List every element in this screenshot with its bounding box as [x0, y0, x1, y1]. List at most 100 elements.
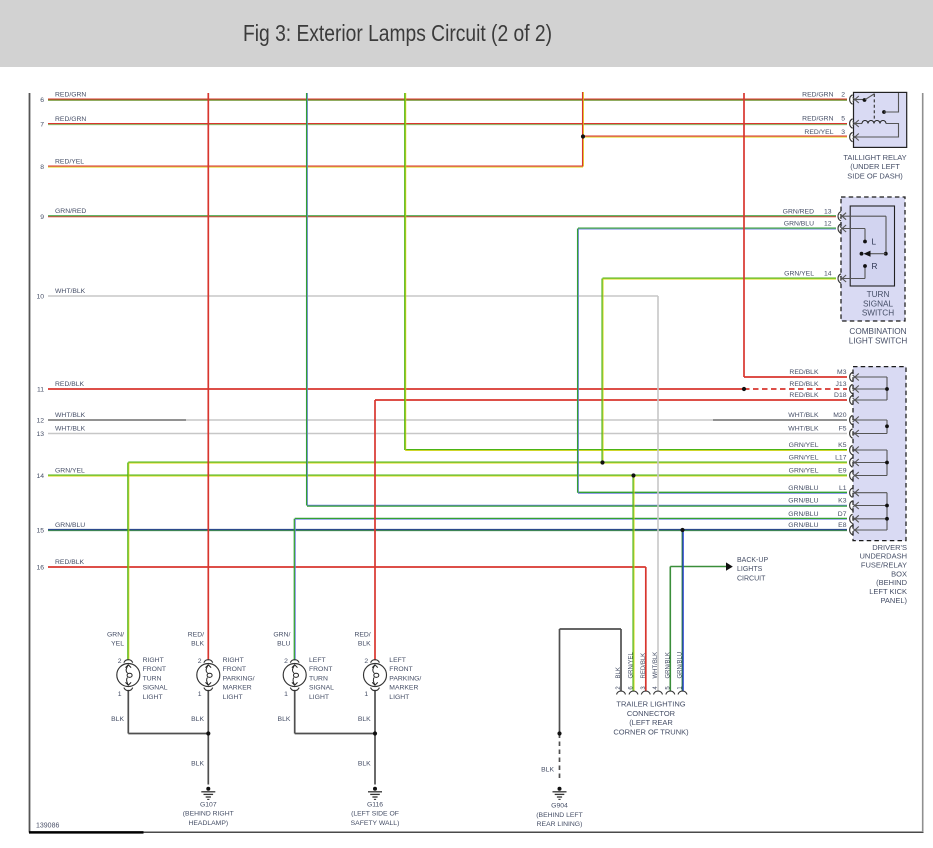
- svg-text:GRN/RED: GRN/RED: [55, 208, 86, 215]
- svg-text:14: 14: [824, 271, 832, 278]
- svg-text:E9: E9: [838, 468, 847, 475]
- svg-text:4: 4: [653, 686, 659, 690]
- svg-text:GRN/BLU: GRN/BLU: [784, 221, 814, 228]
- svg-text:GRN/BLU: GRN/BLU: [788, 485, 818, 492]
- svg-text:8: 8: [40, 164, 44, 171]
- svg-text:GRN/YEL: GRN/YEL: [789, 468, 819, 475]
- svg-text:D7: D7: [838, 511, 847, 518]
- svg-text:5: 5: [666, 686, 672, 690]
- svg-text:10: 10: [36, 294, 44, 301]
- svg-text:RED/BLK: RED/BLK: [55, 559, 85, 566]
- svg-text:(BEHIND RIGHT: (BEHIND RIGHT: [183, 811, 234, 818]
- svg-text:GRN/: GRN/: [273, 631, 290, 638]
- svg-text:RED/BLK: RED/BLK: [55, 381, 85, 388]
- svg-text:1: 1: [284, 691, 288, 698]
- svg-text:PARKING/: PARKING/: [389, 675, 421, 682]
- svg-text:3: 3: [841, 129, 845, 136]
- svg-text:M20: M20: [833, 412, 846, 419]
- svg-text:F5: F5: [839, 426, 847, 433]
- svg-text:1: 1: [118, 691, 122, 698]
- svg-text:RED/YEL: RED/YEL: [804, 129, 833, 136]
- svg-text:RED/BLK: RED/BLK: [789, 381, 819, 388]
- svg-text:RED/BLK: RED/BLK: [789, 392, 819, 399]
- svg-text:CONNECTOR: CONNECTOR: [627, 709, 676, 718]
- svg-text:BLU: BLU: [277, 641, 290, 648]
- svg-text:GRN/YEL: GRN/YEL: [789, 442, 819, 449]
- svg-text:16: 16: [36, 565, 44, 572]
- svg-text:BOX: BOX: [891, 569, 907, 578]
- svg-text:FRONT: FRONT: [223, 666, 246, 673]
- svg-text:G116: G116: [367, 801, 383, 808]
- svg-text:GRN/RED: GRN/RED: [783, 208, 814, 215]
- svg-text:CIRCUIT: CIRCUIT: [737, 575, 766, 582]
- svg-text:REAR LINING): REAR LINING): [537, 821, 583, 828]
- svg-text:HEADLAMP): HEADLAMP): [188, 820, 228, 827]
- svg-text:2: 2: [841, 92, 845, 99]
- svg-text:(UNDER LEFT: (UNDER LEFT: [850, 162, 900, 171]
- svg-text:WHT/BLK: WHT/BLK: [653, 652, 659, 679]
- svg-text:D18: D18: [834, 392, 847, 399]
- svg-text:YEL: YEL: [111, 641, 124, 648]
- svg-text:(LEFT SIDE OF: (LEFT SIDE OF: [351, 811, 399, 818]
- svg-text:RIGHT: RIGHT: [223, 657, 244, 664]
- svg-text:MARKER: MARKER: [389, 685, 418, 692]
- svg-text:BLK: BLK: [191, 760, 204, 767]
- svg-text:2: 2: [616, 686, 622, 690]
- svg-text:BLK: BLK: [191, 716, 204, 723]
- svg-text:RED/BLK: RED/BLK: [789, 369, 819, 376]
- svg-text:LEFT KICK: LEFT KICK: [869, 587, 907, 596]
- svg-text:15: 15: [36, 528, 44, 535]
- svg-text:12: 12: [824, 221, 832, 228]
- svg-text:BLK: BLK: [358, 760, 371, 767]
- svg-text:FRONT: FRONT: [389, 666, 412, 673]
- svg-text:LIGHT: LIGHT: [309, 694, 329, 701]
- svg-text:RED/: RED/: [354, 631, 370, 638]
- svg-text:GRN/YEL: GRN/YEL: [784, 271, 814, 278]
- svg-text:SWITCH: SWITCH: [862, 309, 894, 318]
- svg-text:MARKER: MARKER: [223, 685, 252, 692]
- svg-text:RED/YEL: RED/YEL: [55, 158, 84, 165]
- svg-text:(BEHIND LEFT: (BEHIND LEFT: [536, 812, 582, 819]
- svg-text:139086: 139086: [36, 823, 59, 830]
- svg-text:BLK: BLK: [191, 641, 204, 648]
- svg-text:LIGHT: LIGHT: [143, 694, 163, 701]
- svg-text:LIGHT SWITCH: LIGHT SWITCH: [849, 336, 908, 345]
- svg-text:(LEFT REAR: (LEFT REAR: [629, 718, 673, 727]
- svg-text:2: 2: [284, 658, 288, 665]
- svg-text:2: 2: [118, 658, 122, 665]
- svg-text:6: 6: [629, 686, 635, 690]
- svg-text:13: 13: [824, 208, 832, 215]
- svg-text:BLK: BLK: [616, 667, 622, 678]
- svg-text:GRN/BLU: GRN/BLU: [788, 522, 818, 529]
- svg-text:WHT/BLK: WHT/BLK: [55, 288, 86, 295]
- svg-text:FRONT: FRONT: [309, 666, 332, 673]
- svg-text:K5: K5: [838, 442, 847, 449]
- svg-text:BLK: BLK: [111, 716, 124, 723]
- svg-text:FRONT: FRONT: [143, 666, 166, 673]
- svg-text:BLK: BLK: [278, 716, 291, 723]
- svg-text:PANEL): PANEL): [880, 596, 907, 605]
- svg-text:L17: L17: [835, 455, 847, 462]
- svg-text:LIGHTS: LIGHTS: [737, 566, 763, 573]
- svg-text:RED/BLK: RED/BLK: [641, 653, 647, 679]
- svg-text:SIDE OF DASH): SIDE OF DASH): [847, 171, 903, 180]
- svg-text:GRN/: GRN/: [107, 631, 124, 638]
- svg-text:WHT/BLK: WHT/BLK: [788, 426, 819, 433]
- svg-text:5: 5: [841, 116, 845, 123]
- svg-text:BLK: BLK: [358, 641, 371, 648]
- svg-text:GRN/YEL: GRN/YEL: [789, 455, 819, 462]
- svg-text:14: 14: [36, 473, 44, 480]
- svg-text:RED/GRN: RED/GRN: [802, 92, 833, 99]
- svg-text:SIGNAL: SIGNAL: [309, 685, 334, 692]
- svg-text:12: 12: [36, 418, 44, 425]
- svg-text:GRN/YEL: GRN/YEL: [629, 651, 635, 678]
- svg-text:7: 7: [40, 122, 44, 129]
- svg-text:2: 2: [198, 658, 202, 665]
- svg-text:G904: G904: [551, 803, 568, 810]
- svg-text:TURN: TURN: [143, 675, 162, 682]
- svg-text:SIGNAL: SIGNAL: [143, 685, 168, 692]
- svg-text:1: 1: [678, 686, 684, 690]
- svg-text:GRN/BLU: GRN/BLU: [788, 511, 818, 518]
- svg-text:GRN/BLK: GRN/BLK: [666, 652, 672, 678]
- svg-text:BLK: BLK: [358, 716, 371, 723]
